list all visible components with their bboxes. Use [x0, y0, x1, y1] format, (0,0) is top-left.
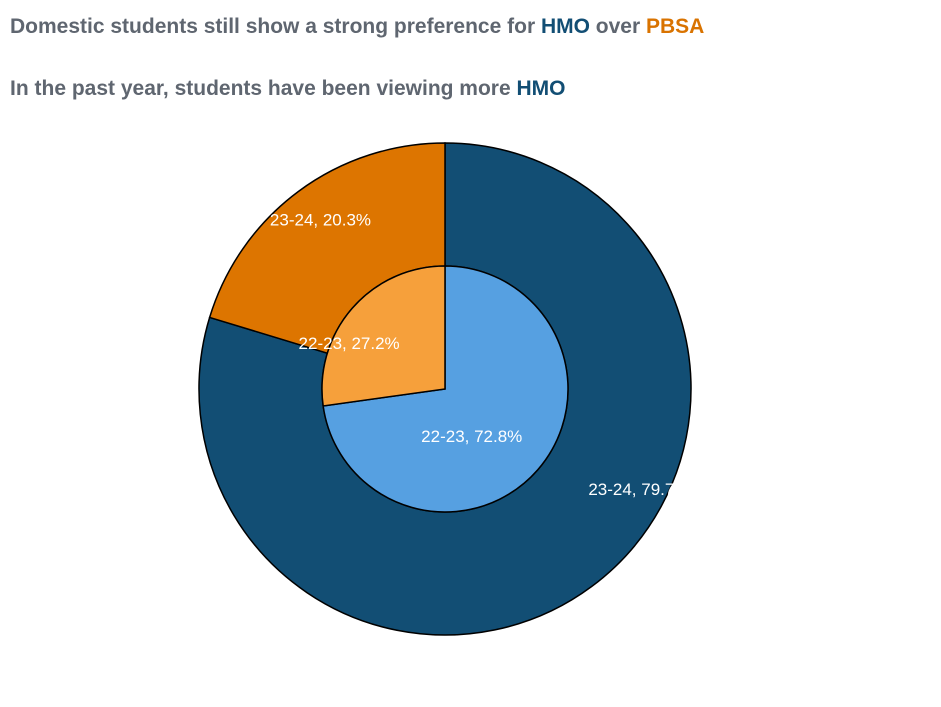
- label-22-23-hmo: 22-23, 72.8%: [421, 427, 522, 446]
- title-1-prefix: Domestic students still show a strong pr…: [10, 15, 541, 38]
- title-2-prefix: In the past year, students have been vie…: [10, 77, 517, 100]
- title-2-hmo-highlight: HMO: [516, 77, 566, 100]
- inner-ring-22-23: [321, 265, 569, 513]
- label-23-24-hmo: 23-24, 79.7%: [588, 480, 689, 499]
- title-1-pbsa-highlight: PBSA: [645, 15, 705, 38]
- slice-22-23-pbsa: [321, 265, 446, 407]
- chart-title-line-1: Domestic students still show a strong pr…: [10, 15, 704, 39]
- chart-title-line-2: In the past year, students have been vie…: [10, 77, 566, 101]
- title-1-middle: over: [589, 15, 646, 38]
- label-23-24-pbsa: 23-24, 20.3%: [270, 210, 371, 229]
- label-22-23-pbsa: 22-23, 27.2%: [299, 334, 400, 353]
- title-1-hmo-highlight: HMO: [540, 15, 590, 38]
- slice-labels: 23-24, 79.7% 23-24, 20.3% 22-23, 72.8% 22-2…: [270, 210, 690, 499]
